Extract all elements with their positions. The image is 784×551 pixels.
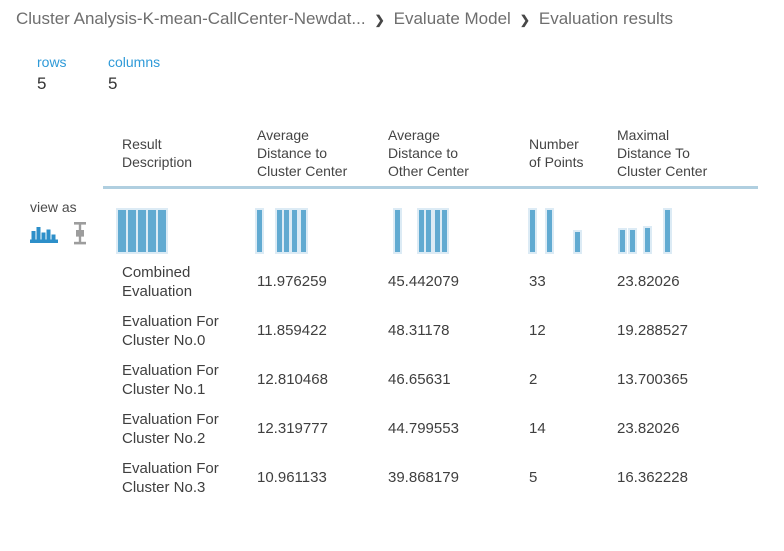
table-row: Evaluation For Cluster No.2 12.319777 44… [103,404,758,453]
column-header-maximal-distance: Maximal Distance To Cluster Center [617,127,708,179]
cell-value: 45.442079 [388,273,459,290]
histogram-bar [628,228,637,254]
cell-result-description: Evaluation For Cluster No.2 [122,410,219,447]
histogram-bar [433,208,442,254]
cell-result-description: Evaluation For Cluster No.1 [122,361,219,398]
cell-value: 11.859422 [257,322,327,339]
cell-value: 14 [529,420,546,437]
cell-value: 46.65631 [388,371,451,388]
histogram-bar [417,208,426,254]
stat-columns: columns 5 [108,54,160,94]
histogram-bar [393,208,402,254]
chevron-right-icon: ❯ [519,13,530,27]
histogram-row [103,189,758,257]
cell-value: 11.976259 [257,273,327,290]
histogram-bar [146,208,158,254]
cell-value: 33 [529,273,546,290]
columns-value: 5 [108,74,118,93]
chevron-right-icon: ❯ [374,13,385,27]
histogram-thumbnail[interactable] [617,208,679,254]
cell-value: 16.362228 [617,469,688,486]
breadcrumb: Cluster Analysis-K-mean-CallCenter-Newda… [16,9,673,29]
evaluation-results-table: Result Description Average Distance to C… [103,120,758,502]
column-header-avg-distance-cluster-center: Average Distance to Cluster Center [257,127,348,179]
table-row: Evaluation For Cluster No.0 11.859422 48… [103,306,758,355]
histogram-bar [643,226,652,254]
histogram-thumbnail[interactable] [116,208,180,254]
histogram-thumbnail[interactable] [255,208,319,254]
histogram-thumbnail[interactable] [388,208,450,254]
cell-value: 12.319777 [257,420,328,437]
stat-rows: rows 5 [37,54,67,94]
rows-value: 5 [37,74,47,93]
table-row: Combined Evaluation 11.976259 45.442079 … [103,257,758,306]
view-as-control: view as [30,199,87,245]
cell-value: 48.31178 [388,322,450,339]
cell-value: 44.799553 [388,420,459,437]
breadcrumb-module[interactable]: Evaluate Model [393,9,511,28]
histogram-bar [255,208,264,254]
column-header-avg-distance-other-center: Average Distance to Other Center [388,127,469,179]
histogram-bar [573,230,582,254]
histogram-bar [299,208,308,254]
histogram-bar [136,208,148,254]
cell-value: 23.82026 [617,273,680,290]
cell-value: 10.961133 [257,469,327,486]
cell-value: 13.700365 [617,371,688,388]
table-row: Evaluation For Cluster No.1 12.810468 46… [103,355,758,404]
histogram-bar [440,208,449,254]
histogram-bar [618,228,627,254]
histogram-bar [275,208,284,254]
histogram-bar [663,208,672,254]
histogram-bar [290,208,299,254]
histogram-thumbnail[interactable] [528,208,591,254]
rows-label: rows [37,54,67,70]
histogram-bar [156,208,168,254]
cell-value: 12 [529,322,546,339]
histogram-bar [116,208,128,254]
view-as-label: view as [30,199,77,215]
column-header-result-description: Result Description [122,136,193,170]
cell-value: 5 [529,469,538,486]
cell-value: 12.810468 [257,371,328,388]
columns-label: columns [108,54,161,70]
histogram-bar [545,208,554,254]
table-header-row: Result Description Average Distance to C… [103,120,758,189]
column-header-number-of-points: Number of Points [529,136,584,170]
histogram-bar [424,208,433,254]
cell-value: 23.82026 [617,420,680,437]
cell-result-description: Combined Evaluation [122,263,193,300]
cell-value: 2 [529,371,538,388]
breadcrumb-experiment[interactable]: Cluster Analysis-K-mean-CallCenter-Newda… [16,9,366,28]
histogram-view-icon[interactable] [30,224,60,244]
cell-result-description: Evaluation For Cluster No.3 [122,459,219,496]
cell-value: 19.288527 [617,322,688,339]
boxplot-view-icon[interactable] [73,222,87,245]
histogram-bar [282,208,291,254]
breadcrumb-port[interactable]: Evaluation results [538,9,674,28]
histogram-bar [528,208,537,254]
cell-value: 39.868179 [388,469,459,486]
histogram-bar [126,208,138,254]
table-row: Evaluation For Cluster No.3 10.961133 39… [103,453,758,502]
cell-result-description: Evaluation For Cluster No.0 [122,312,219,349]
